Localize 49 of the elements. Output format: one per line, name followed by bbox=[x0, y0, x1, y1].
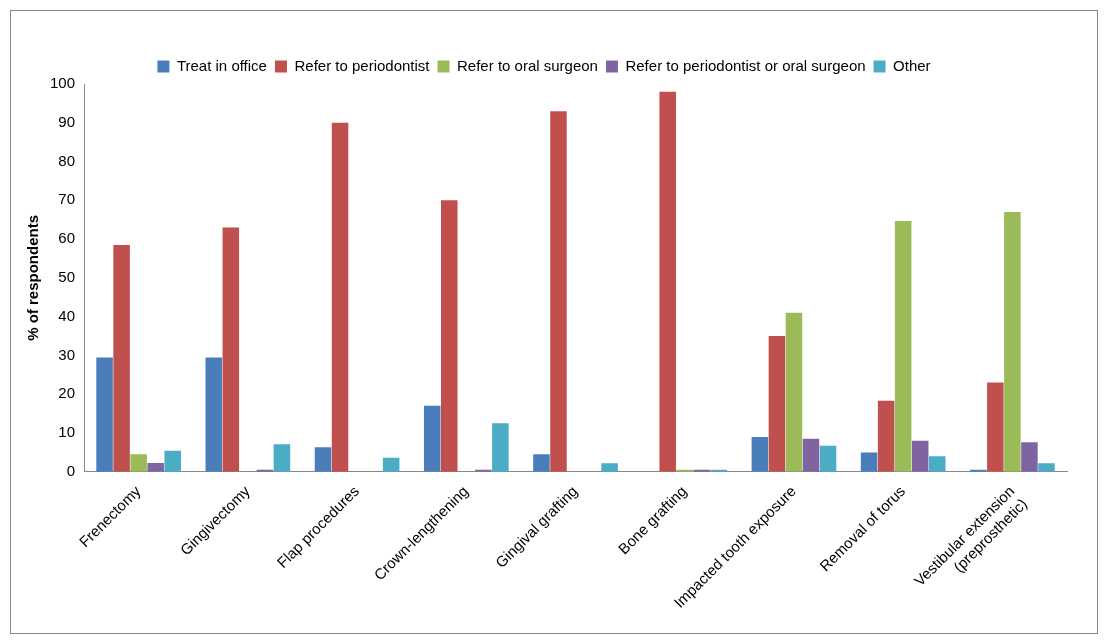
y-axis-title: % of respondents bbox=[24, 214, 42, 341]
bar bbox=[331, 122, 349, 472]
bar bbox=[860, 452, 878, 472]
bar bbox=[987, 382, 1004, 472]
bar bbox=[205, 357, 223, 472]
y-tick-label: 60 bbox=[58, 229, 76, 247]
bar bbox=[130, 454, 147, 472]
legend-label: Refer to oral surgeon bbox=[457, 56, 598, 74]
y-tick-label: 20 bbox=[58, 384, 76, 402]
bar bbox=[222, 227, 240, 472]
bar bbox=[802, 438, 820, 472]
bar bbox=[928, 456, 946, 472]
y-tick-label: 50 bbox=[58, 268, 76, 286]
y-tick-label: 70 bbox=[58, 190, 76, 208]
bar bbox=[601, 463, 618, 472]
y-tick-label: 80 bbox=[58, 151, 76, 169]
y-tick-label: 10 bbox=[58, 423, 76, 441]
bar bbox=[440, 200, 458, 472]
bar bbox=[911, 440, 929, 472]
bar bbox=[533, 454, 550, 472]
y-tick-label: 30 bbox=[58, 345, 76, 363]
y-tick-label: 40 bbox=[58, 306, 76, 324]
bar bbox=[877, 400, 895, 472]
bar bbox=[819, 445, 837, 472]
y-tick-label: 90 bbox=[58, 112, 76, 130]
bar bbox=[550, 111, 567, 472]
bar bbox=[894, 220, 912, 472]
bar bbox=[96, 357, 113, 472]
bar bbox=[314, 447, 332, 472]
bar bbox=[768, 336, 786, 472]
bar bbox=[382, 457, 400, 472]
bar bbox=[164, 450, 181, 472]
bar bbox=[751, 436, 769, 472]
bar bbox=[1038, 463, 1055, 472]
bar bbox=[1004, 211, 1021, 472]
legend-label: Refer to periodontist or oral surgeon bbox=[625, 56, 866, 74]
bar bbox=[492, 423, 509, 472]
legend-label: Other bbox=[893, 56, 931, 74]
bar bbox=[273, 444, 291, 472]
y-tick-label: 100 bbox=[50, 74, 76, 92]
bar bbox=[1021, 442, 1038, 472]
bar bbox=[113, 244, 130, 472]
legend-label: Refer to periodontist bbox=[294, 56, 431, 74]
bar bbox=[659, 91, 676, 472]
y-tick-label: 0 bbox=[66, 461, 76, 479]
bar bbox=[423, 405, 441, 472]
bar bbox=[785, 312, 803, 472]
bar bbox=[147, 462, 164, 472]
legend-label: Treat in office bbox=[176, 56, 267, 74]
